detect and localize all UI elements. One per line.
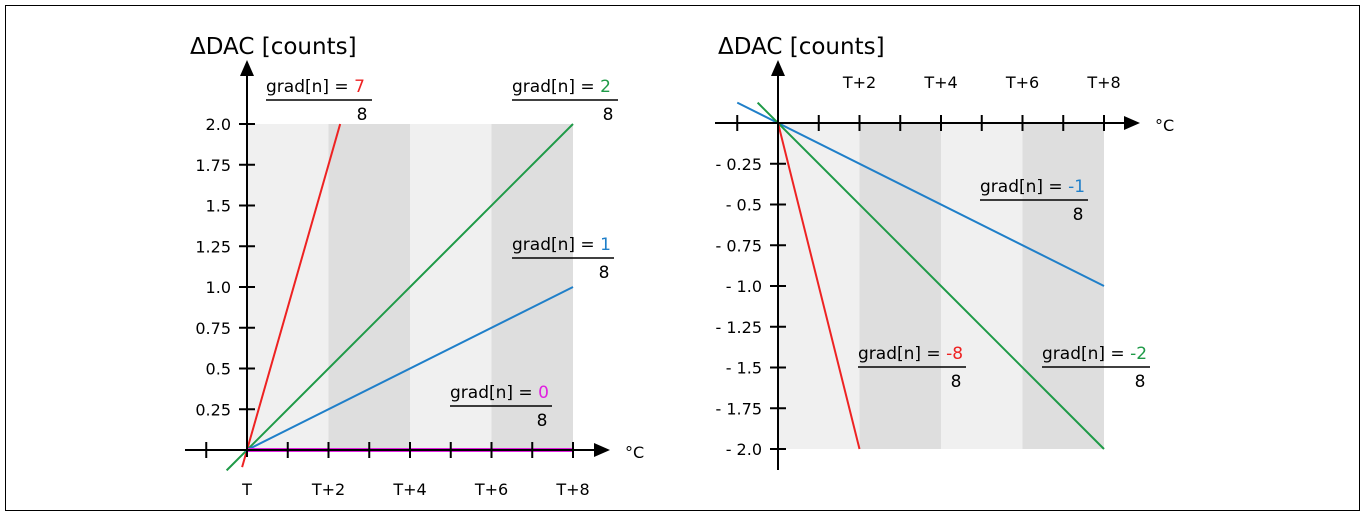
annotation-prefix: grad[n] = [512,77,600,97]
series-line-grad-1 [244,286,574,452]
series-line-grad-7 [241,123,342,468]
x-axis-arrow [1124,116,1140,130]
y-tick-label: 0.25 [195,400,231,419]
y-tick-label: - 1.75 [716,399,762,418]
annotation-grad-7: grad[n] = 7 [266,77,365,97]
y-tick-label: 0.5 [206,360,231,379]
y-tick-label: - 0.75 [716,236,762,255]
x-tick-label: T+6 [1005,73,1039,92]
annotation-denominator: 8 [951,372,962,392]
y-tick-label: 1.75 [195,156,231,175]
y-axis-label: ΔDAC [counts] [190,34,357,60]
annotation-value: -8 [946,344,963,364]
x-axis-unit: °C [625,443,644,462]
y-tick-label: - 1.5 [726,359,762,378]
background-band [328,124,410,450]
x-tick-label: T+4 [923,73,957,92]
background-band [491,124,573,450]
x-axis-arrow [594,443,610,457]
series-line-grad--8 [776,121,861,450]
y-tick-label: 0.75 [195,319,231,338]
y-tick-label: 2.0 [206,115,231,134]
y-tick-label: - 0.5 [726,196,762,215]
x-tick-label: T+6 [474,480,508,499]
annotation-denominator: 8 [599,263,610,283]
x-tick-label: T+2 [842,73,876,92]
x-axis-unit: °C [1155,116,1174,135]
y-tick-label: - 1.25 [716,318,762,337]
annotation-denominator: 8 [357,105,368,125]
annotation-prefix: grad[n] = [450,383,538,403]
annotation-denominator: 8 [537,411,548,431]
annotation-grad--2: grad[n] = -2 [1042,344,1147,364]
background-band [859,123,941,449]
series-line-grad-2 [225,123,574,472]
chart-negative-gradients: - 0.25 - 0.5 - 0.75 - 1.0 - 1.25 - 1.5 - 1.75 -… [715,34,1174,470]
y-tick-label: 1.25 [195,237,231,256]
x-tick-label: T+4 [392,480,426,499]
y-axis-arrow [771,60,785,76]
annotation-prefix: grad[n] = [980,177,1068,197]
background-band [247,124,329,450]
annotation-prefix: grad[n] = [512,235,600,255]
annotation-grad-2: grad[n] = 2 [512,77,611,97]
figure-frame [5,5,1360,511]
y-tick-label: - 1.0 [726,277,762,296]
annotation-prefix: grad[n] = [266,77,354,97]
x-tick-label: T+2 [311,480,345,499]
series-line-grad--2 [756,101,1105,450]
background-band [410,124,492,450]
annotation-value: -2 [1130,344,1147,364]
y-axis-arrow [240,60,254,76]
series-line-grad--1 [736,101,1105,287]
chart-positive-gradients: 0.25 0.5 0.75 1.0 1.25 1.5 1.75 2.0 T T+2 T+4 T+6 T+… [185,34,644,499]
x-tick-label: T+8 [555,480,589,499]
x-tick-label: T [241,480,252,499]
background-band [941,123,1023,449]
annotation-grad--1: grad[n] = -1 [980,177,1085,197]
y-tick-label: - 0.25 [716,155,762,174]
annotation-denominator: 8 [1135,372,1146,392]
annotation-grad--8: grad[n] = -8 [858,344,963,364]
annotation-grad-0: grad[n] = 0 [450,383,549,403]
annotation-denominator: 8 [1073,205,1084,225]
annotation-prefix: grad[n] = [1042,344,1130,364]
annotation-value: -1 [1068,177,1085,197]
annotation-value: 1 [600,235,611,255]
y-axis-label: ΔDAC [counts] [718,34,885,60]
annotation-denominator: 8 [603,105,614,125]
background-band [1022,123,1104,449]
y-tick-label: 1.5 [206,197,231,216]
annotation-value: 0 [538,383,549,403]
annotation-value: 7 [354,77,365,97]
annotation-prefix: grad[n] = [858,344,946,364]
y-tick-label: - 2.0 [726,440,762,459]
y-tick-label: 1.0 [206,278,231,297]
annotation-grad-1: grad[n] = 1 [512,235,611,255]
annotation-value: 2 [600,77,611,97]
x-tick-label: T+8 [1086,73,1120,92]
